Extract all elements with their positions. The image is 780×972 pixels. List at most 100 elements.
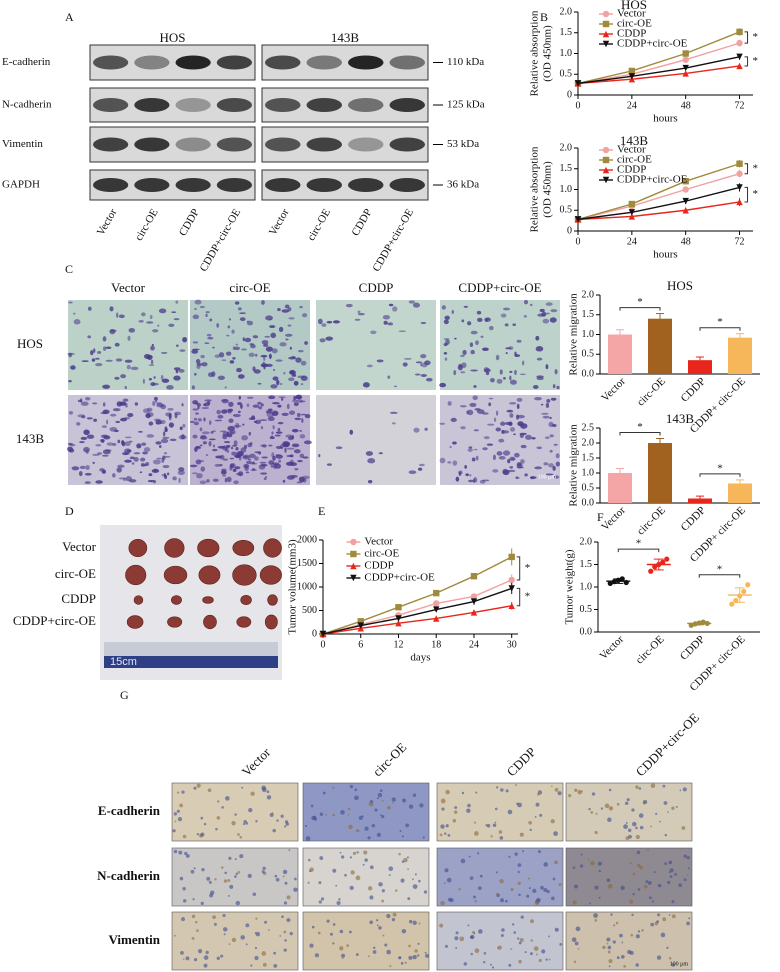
series-line bbox=[577, 163, 740, 221]
nucleus bbox=[363, 850, 368, 855]
cell bbox=[263, 355, 266, 362]
nucleus bbox=[642, 801, 646, 805]
cell bbox=[117, 464, 125, 468]
blot-band bbox=[134, 98, 170, 112]
nucleus bbox=[349, 784, 354, 789]
x-tick-label: 24 bbox=[469, 639, 479, 650]
nucleus bbox=[571, 937, 577, 942]
cell bbox=[286, 403, 290, 410]
nucleus bbox=[216, 816, 221, 820]
cell bbox=[86, 417, 93, 420]
nucleus bbox=[318, 900, 322, 904]
cell bbox=[418, 463, 425, 467]
cell bbox=[332, 320, 340, 324]
blot-band bbox=[389, 137, 425, 152]
nucleus bbox=[424, 951, 427, 954]
nucleus bbox=[266, 790, 270, 794]
bar bbox=[648, 318, 672, 374]
cell bbox=[241, 435, 249, 441]
cell bbox=[227, 425, 236, 432]
nucleus bbox=[459, 936, 465, 942]
column-label: Vector bbox=[239, 744, 274, 779]
cell bbox=[83, 429, 90, 436]
cell bbox=[535, 346, 544, 352]
cell bbox=[475, 340, 479, 346]
nucleus bbox=[228, 943, 231, 946]
nucleus bbox=[414, 949, 418, 953]
cell bbox=[92, 402, 98, 405]
nucleus bbox=[607, 883, 613, 889]
protein-label: E-cadherin bbox=[2, 56, 51, 68]
nucleus bbox=[594, 885, 599, 890]
cell bbox=[265, 409, 269, 414]
ruler-strip bbox=[104, 656, 278, 668]
marker bbox=[602, 176, 610, 184]
nucleus bbox=[522, 850, 525, 853]
nucleus bbox=[627, 949, 632, 955]
nucleus bbox=[594, 830, 598, 835]
x-tick-label: 72 bbox=[735, 100, 745, 111]
x-tick-label: 0 bbox=[321, 639, 326, 650]
cell bbox=[462, 349, 467, 356]
nucleus bbox=[190, 869, 195, 874]
nucleus bbox=[686, 856, 690, 860]
cell bbox=[156, 457, 162, 460]
series-line bbox=[322, 556, 513, 635]
cell bbox=[140, 457, 146, 462]
cell bbox=[300, 360, 307, 366]
nucleus bbox=[417, 942, 420, 945]
cell bbox=[207, 336, 214, 340]
cell bbox=[247, 458, 252, 461]
cell bbox=[460, 426, 466, 430]
marker bbox=[350, 538, 357, 546]
cell bbox=[460, 371, 466, 374]
cell bbox=[508, 401, 517, 405]
y-tick-label: 0.5 bbox=[582, 482, 595, 493]
cell bbox=[470, 330, 478, 335]
cell bbox=[232, 356, 236, 360]
cell bbox=[496, 451, 503, 456]
nucleus bbox=[404, 961, 407, 964]
cell bbox=[125, 476, 132, 482]
blot-band bbox=[93, 98, 129, 112]
tumor bbox=[264, 614, 278, 630]
nucleus bbox=[534, 900, 540, 906]
nucleus bbox=[604, 803, 610, 809]
nucleus bbox=[608, 806, 614, 811]
cell bbox=[549, 317, 557, 323]
cell bbox=[285, 338, 289, 341]
cell bbox=[148, 364, 155, 367]
nucleus bbox=[608, 958, 613, 964]
cell bbox=[249, 462, 258, 465]
transwell-image bbox=[316, 395, 436, 485]
bar bbox=[608, 334, 632, 374]
cell bbox=[84, 481, 91, 484]
cell bbox=[115, 420, 120, 424]
nucleus bbox=[241, 786, 244, 789]
nucleus bbox=[643, 884, 648, 889]
cell bbox=[112, 408, 121, 412]
nucleus bbox=[668, 871, 671, 874]
nucleus bbox=[635, 826, 638, 830]
nucleus bbox=[339, 929, 344, 934]
cell bbox=[92, 453, 100, 456]
nucleus bbox=[386, 913, 391, 919]
nucleus bbox=[237, 833, 240, 836]
cell bbox=[282, 442, 291, 447]
cell bbox=[208, 438, 216, 441]
marker bbox=[433, 600, 440, 607]
nucleus bbox=[628, 834, 632, 839]
cell bbox=[97, 351, 102, 354]
cell bbox=[196, 446, 200, 449]
cell bbox=[268, 395, 276, 400]
cell bbox=[93, 348, 96, 353]
cell bbox=[516, 414, 525, 419]
nucleus bbox=[205, 950, 209, 955]
cell bbox=[115, 358, 123, 362]
cell bbox=[173, 367, 181, 371]
nucleus bbox=[657, 883, 662, 888]
nucleus bbox=[638, 787, 642, 790]
marker bbox=[470, 609, 478, 616]
nucleus bbox=[524, 951, 527, 954]
cell bbox=[221, 409, 230, 413]
